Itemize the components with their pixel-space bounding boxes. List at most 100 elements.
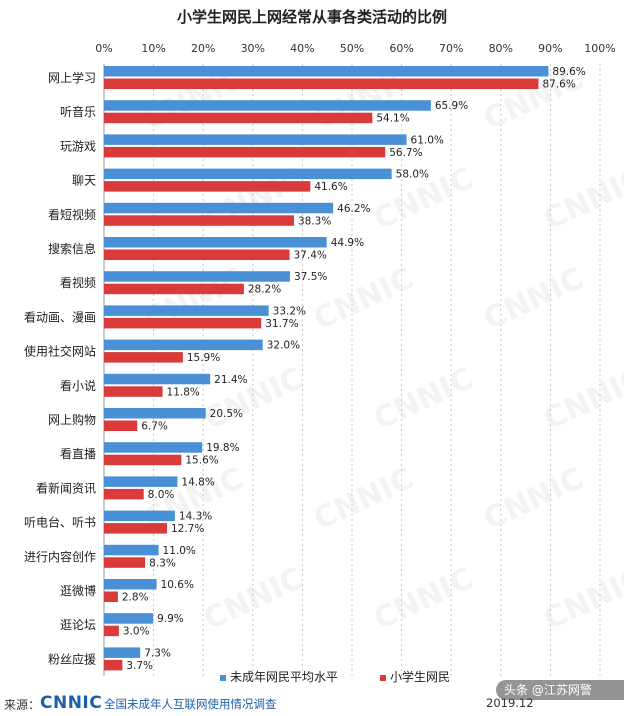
bar-average: [104, 66, 549, 77]
watermark-text: CNNIC: [199, 561, 309, 637]
data-label: 37.4%: [294, 250, 327, 262]
x-tick-label: 60%: [389, 42, 413, 55]
x-tick-label: 80%: [489, 42, 513, 55]
data-label: 6.7%: [141, 421, 168, 433]
bar-primary: [104, 625, 119, 637]
data-label: 11.8%: [167, 386, 200, 398]
cnnic-logo: CNNIC: [40, 693, 103, 713]
x-tick-label: 0%: [95, 42, 112, 55]
data-label: 8.0%: [148, 489, 175, 501]
watermark-text: CNNIC: [479, 461, 589, 537]
category-label: 看直播: [60, 447, 96, 461]
data-label: 10.6%: [161, 579, 194, 591]
data-label: 89.6%: [552, 66, 585, 78]
bar-average: [104, 100, 431, 111]
bar-average: [104, 373, 211, 385]
bar-average: [104, 134, 407, 145]
bar-average: [104, 305, 269, 316]
data-label: 8.3%: [149, 557, 176, 569]
data-label: 44.9%: [331, 237, 364, 249]
data-label: 46.2%: [337, 203, 370, 215]
watermark-text: CNNIC: [539, 361, 624, 437]
bar-primary: [104, 659, 123, 671]
x-tick-label: 90%: [538, 42, 562, 55]
data-label: 15.9%: [187, 352, 220, 364]
bar-primary: [104, 283, 244, 295]
data-label: 28.2%: [248, 284, 281, 296]
bar-primary: [104, 488, 144, 500]
watermark-text: CNNIC: [369, 561, 479, 637]
bar-primary: [104, 249, 290, 260]
category-label: 看视频: [60, 275, 96, 290]
category-label: 看短视频: [48, 207, 96, 222]
category-label: 逛微博: [60, 583, 96, 598]
bar-average: [104, 544, 159, 556]
watermark-text: CNNIC: [539, 161, 624, 237]
bar-average: [104, 442, 203, 453]
chart-title: 小学生网民上网经常从事各类活动的比例: [177, 8, 447, 26]
bar-average: [104, 579, 157, 590]
bar-average: [104, 339, 263, 351]
data-label: 14.3%: [179, 511, 212, 523]
bar-primary: [104, 591, 118, 602]
category-label: 逛论坛: [60, 618, 96, 632]
source-label: 来源：: [4, 698, 41, 712]
category-label: 搜索信息: [48, 241, 96, 256]
bars: 网上学习 89.6%87.6% 听音乐 65.9% 54.1% 玩游戏 61.0%56.7%…: [24, 66, 586, 672]
bar-primary: [104, 317, 262, 329]
x-tick-label: 10%: [141, 42, 165, 55]
legend-swatch: [380, 675, 386, 681]
data-label: 54.1%: [376, 113, 409, 125]
data-label: 12.7%: [171, 523, 204, 535]
category-label: 听电台、听书: [24, 515, 96, 530]
bar-average: [104, 271, 290, 282]
data-label: 58.0%: [396, 169, 429, 181]
data-label: 31.7%: [265, 318, 298, 330]
data-label: 14.8%: [181, 476, 214, 488]
x-tick-label: 40%: [290, 42, 314, 55]
x-tick-label: 70%: [439, 42, 463, 55]
x-tick-label: 100%: [584, 42, 615, 55]
category-label: 网上学习: [48, 70, 96, 85]
data-label: 41.6%: [314, 181, 347, 193]
bar-primary: [104, 352, 183, 363]
data-label: 65.9%: [435, 100, 468, 112]
x-tick-label: 30%: [241, 42, 265, 55]
bar-average: [104, 613, 154, 624]
bar-primary: [104, 420, 138, 431]
data-label: 3.7%: [126, 660, 153, 672]
bar-primary: [104, 386, 163, 397]
bar-chart: 小学生网民上网经常从事各类活动的比例 CNNICCNNICCNNICCNNICC…: [24, 8, 624, 684]
data-label: 3.0%: [123, 626, 150, 638]
category-label: 看动画、漫画: [24, 310, 96, 324]
footer: 来源： CNNIC 全国未成年人互联网使用情况调查 2019.12: [0, 692, 624, 716]
category-label: 使用社交网站: [24, 344, 96, 359]
credit-watermark: 头条 @江苏网警: [496, 680, 624, 700]
category-label: 聊天: [72, 174, 96, 188]
data-label: 9.9%: [157, 613, 184, 625]
survey-name: 全国未成年人互联网使用情况调查: [104, 697, 277, 711]
bar-primary: [104, 523, 167, 534]
bar-average: [104, 202, 334, 214]
data-label: 15.6%: [185, 455, 218, 467]
bar-primary: [104, 215, 294, 226]
data-label: 37.5%: [294, 271, 327, 283]
watermark-text: CNNIC: [479, 261, 589, 337]
data-label: 33.2%: [273, 305, 306, 317]
data-label: 61.0%: [411, 134, 444, 146]
data-label: 11.0%: [163, 545, 196, 557]
x-tick-label: 20%: [191, 42, 215, 55]
data-label: 19.8%: [206, 442, 239, 454]
bar-average: [104, 168, 392, 180]
watermark-text: CNNIC: [369, 361, 479, 437]
data-label: 7.3%: [144, 647, 171, 659]
bar-average: [104, 510, 175, 522]
bar-average: [104, 237, 327, 248]
category-label: 看小说: [60, 378, 96, 393]
bar-primary: [104, 454, 182, 466]
data-label: 2.8%: [122, 592, 149, 604]
bar-primary: [104, 557, 146, 568]
legend-label: 未成年网民平均水平: [230, 670, 338, 684]
data-label: 87.6%: [542, 79, 575, 91]
bar-average: [104, 647, 141, 658]
